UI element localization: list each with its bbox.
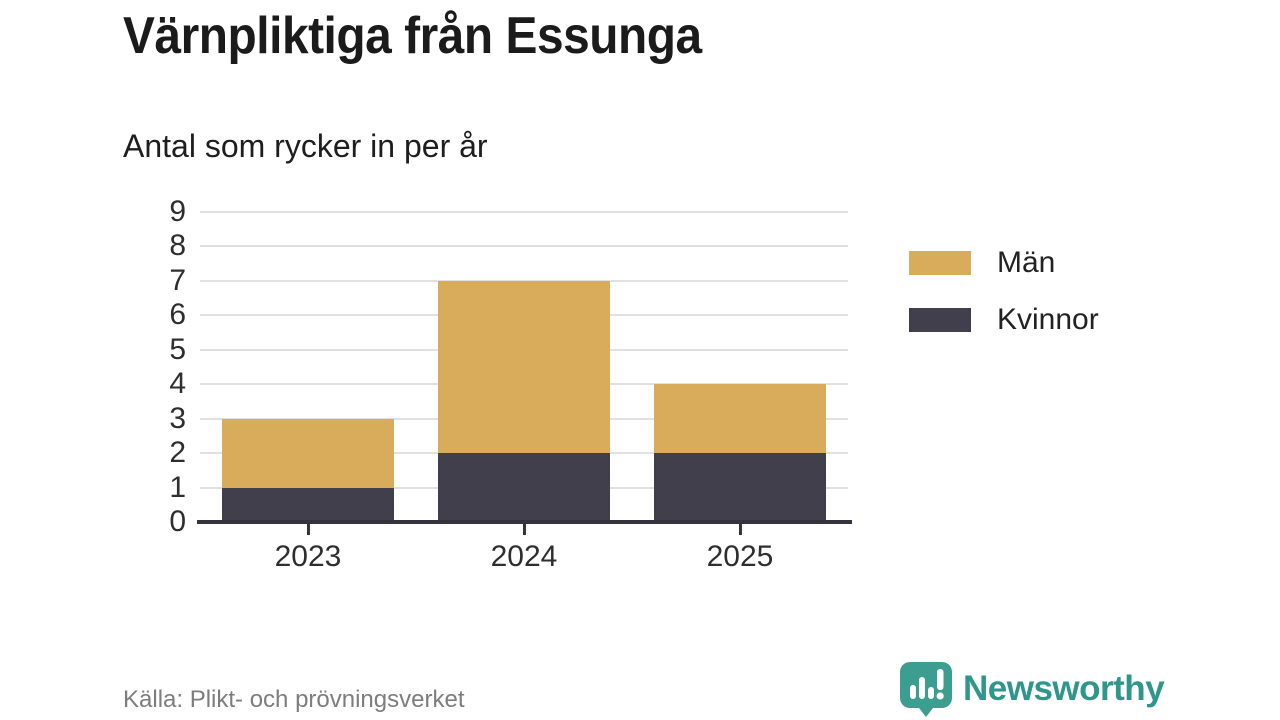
x-tick-label: 2023 (274, 540, 342, 573)
y-tick-label: 5 (169, 332, 186, 366)
legend-swatch (909, 251, 971, 275)
x-tick-label: 2025 (706, 540, 774, 573)
legend-row-män: Män (909, 246, 1099, 280)
gridline (200, 279, 848, 282)
legend-label: Kvinnor (997, 303, 1099, 336)
bar-segment-kvinnor-2025 (654, 453, 826, 522)
newsworthy-wordmark: Newsworthy (963, 669, 1165, 708)
bar-segment-män-2024 (438, 280, 610, 454)
bar-segment-kvinnor-2024 (438, 453, 610, 522)
chart-subtitle: Antal som rycker in per år (123, 128, 488, 164)
x-tick (522, 524, 526, 535)
gridline (200, 245, 848, 248)
bar-glyph-3 (928, 687, 934, 699)
y-tick-label: 0 (169, 505, 186, 538)
y-tick-label: 3 (169, 401, 186, 435)
x-tick (306, 524, 310, 535)
y-tick-label: 8 (169, 229, 186, 263)
x-axis-line (197, 520, 852, 524)
chart-title: Värnpliktiga från Essunga (123, 7, 702, 65)
newsworthy-icon (900, 662, 952, 717)
legend: Män Kvinnor (909, 246, 1099, 360)
legend-swatch (909, 308, 971, 332)
bar-segment-män-2023 (222, 418, 394, 488)
gridline (200, 211, 848, 213)
bar-glyph-2 (919, 677, 925, 699)
y-tick-label: 4 (169, 367, 186, 401)
newsworthy-logo[interactable]: Newsworthy (897, 660, 1165, 718)
exclamation-stroke (937, 669, 944, 690)
x-tick-label: 2024 (490, 540, 558, 573)
bar-segment-kvinnor-2023 (222, 487, 394, 522)
y-tick-label: 2 (169, 436, 186, 470)
y-tick-label: 7 (169, 263, 186, 297)
speech-bubble-shape (900, 662, 952, 717)
legend-row-kvinnor: Kvinnor (909, 303, 1099, 337)
y-tick-label: 9 (169, 195, 186, 228)
y-tick-label: 1 (169, 470, 186, 504)
plot-area: 2023 2024 2025 (197, 211, 852, 573)
x-tick (738, 524, 742, 535)
y-tick-label: 6 (169, 298, 186, 332)
source-text: Källa: Plikt- och prövningsverket (123, 686, 465, 713)
exclamation-dot (936, 692, 944, 700)
bar-segment-män-2025 (654, 384, 826, 454)
bar-glyph-1 (910, 685, 916, 699)
legend-label: Män (997, 246, 1056, 279)
